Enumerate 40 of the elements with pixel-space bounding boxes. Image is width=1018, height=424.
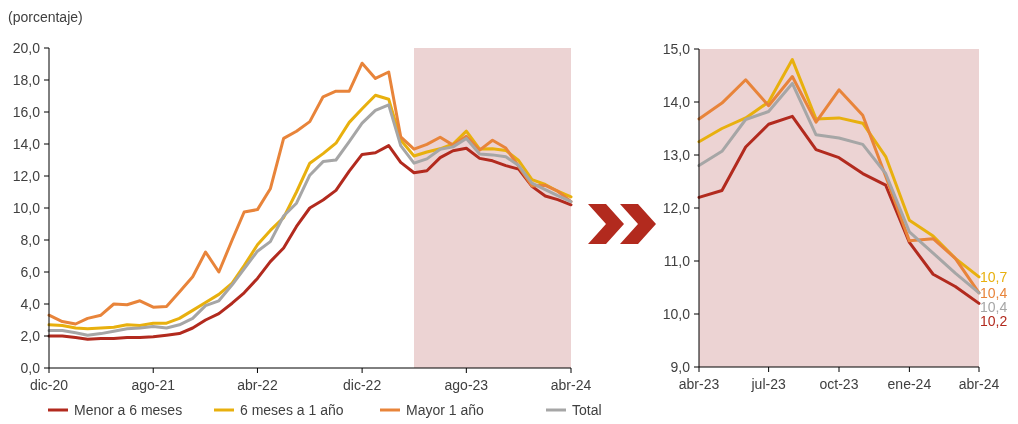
y-tick-label: 20,0 (12, 39, 41, 56)
y-tick-label: 6,0 (20, 263, 41, 280)
data-label: 10,4 (980, 284, 1008, 301)
y-tick-label: 8,0 (20, 231, 41, 248)
y-tick-label: 15,0 (662, 40, 691, 57)
x-tick-label: dic-20 (29, 377, 69, 393)
y-tick-label: 14,0 (662, 93, 691, 110)
y-tick-label: 0,0 (20, 359, 41, 376)
y-tick-label: 10,0 (662, 305, 691, 322)
y-tick-label: 12,0 (12, 167, 41, 184)
y-axis-title: (porcentaje) (8, 9, 83, 25)
legend-label: 6 meses a 1 año (240, 401, 344, 418)
y-tick-label: 9,0 (670, 358, 691, 375)
y-tick-label: 14,0 (12, 135, 41, 152)
y-tick-label: 2,0 (20, 327, 41, 344)
y-tick-label: 13,0 (662, 146, 691, 163)
legend-label: Total (572, 401, 602, 418)
legend-label: Menor a 6 meses (74, 401, 183, 418)
data-label: 10,7 (980, 268, 1008, 285)
x-tick-label: abr-24 (958, 376, 1000, 392)
x-tick-label: abr-24 (550, 377, 592, 393)
x-tick-label: abr-23 (678, 376, 720, 392)
y-tick-label: 11,0 (663, 252, 691, 269)
data-label: 10,4 (980, 298, 1008, 315)
y-tick-label: 18,0 (12, 71, 41, 88)
x-tick-label: dic-22 (343, 377, 382, 393)
y-tick-label: 4,0 (20, 295, 41, 312)
x-tick-label: ago-21 (131, 377, 176, 393)
data-label: 10,2 (980, 312, 1008, 329)
x-tick-label: oct-23 (819, 376, 859, 392)
x-tick-label: ago-23 (444, 377, 489, 393)
y-tick-label: 10,0 (12, 199, 41, 216)
x-tick-label: jul-23 (750, 376, 786, 392)
x-tick-label: abr-22 (237, 377, 278, 393)
y-tick-label: 16,0 (12, 103, 41, 120)
line-series (697, 114, 981, 305)
x-tick-label: ene-24 (887, 376, 932, 392)
y-tick-label: 12,0 (662, 199, 691, 216)
line-series (47, 144, 573, 341)
legend-label: Mayor 1 año (406, 401, 485, 418)
